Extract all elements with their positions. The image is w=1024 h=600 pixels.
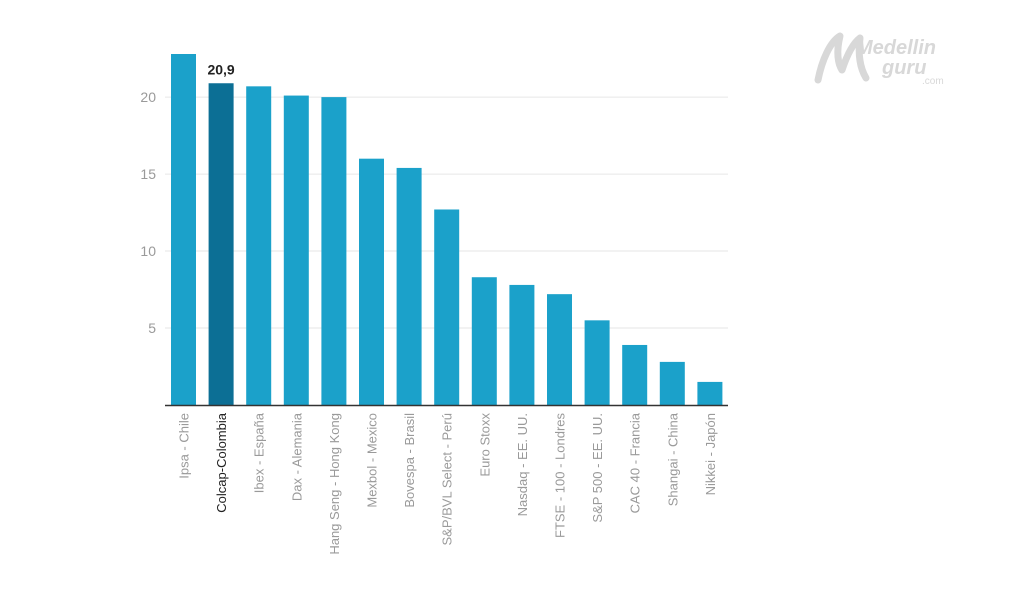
y-tick-label: 20	[140, 89, 156, 105]
bar	[208, 83, 234, 405]
logo-line2: guru	[881, 57, 926, 79]
x-category-label: Mexbol - Mexico	[365, 413, 380, 508]
bar	[396, 167, 422, 405]
x-category-label: FTSE - 100 - Londres	[553, 413, 568, 538]
x-category-label: Bovespa - Brasil	[402, 413, 417, 508]
bar	[171, 54, 196, 405]
x-category-label: CAC 40 - Francia	[628, 412, 643, 513]
bar	[246, 86, 272, 405]
bar	[697, 381, 723, 405]
x-axis-category-labels: Ipsa - Chile Colcap-Colombia Ibex - España…	[177, 412, 718, 554]
bar	[584, 320, 610, 405]
x-category-label: S&P 500 - EE. UU.	[590, 413, 605, 523]
x-category-label: Hang Seng - Hong Kong	[327, 413, 342, 555]
bar	[509, 284, 535, 405]
bar	[321, 97, 347, 406]
y-tick-label: 10	[140, 243, 156, 259]
x-category-label: Euro Stoxx	[477, 413, 492, 477]
y-tick-label: 15	[140, 166, 156, 182]
x-category-label: Nasdaq - EE. UU.	[515, 413, 530, 516]
y-axis-ticks: 5 10 15 20	[140, 89, 156, 336]
x-category-label: Colcap-Colombia	[214, 412, 229, 512]
bar	[359, 158, 384, 405]
x-category-label: Nikkei - Japón	[703, 413, 718, 495]
medellin-guru-logo: Medellin guru .com	[814, 32, 944, 87]
bar	[622, 344, 648, 405]
bar	[471, 277, 497, 405]
x-category-label: S&P/BVL Select - Perú	[440, 413, 455, 545]
bar	[283, 95, 309, 405]
y-tick-label: 5	[148, 320, 156, 336]
x-category-label: Dax - Alemania	[289, 412, 304, 501]
x-category-label: Shangai - China	[665, 412, 680, 506]
bars	[171, 54, 723, 406]
highlight-value-label: 20,9	[207, 61, 234, 77]
x-category-label: Ibex - España	[252, 412, 267, 493]
logo-m-swoosh-icon	[814, 32, 870, 84]
bar	[547, 294, 572, 405]
bar	[659, 361, 685, 405]
logo-line3: .com	[922, 76, 944, 87]
bar	[434, 209, 460, 405]
x-category-label: Ipsa - Chile	[177, 413, 192, 479]
logo-line1: Medellin	[856, 37, 936, 59]
